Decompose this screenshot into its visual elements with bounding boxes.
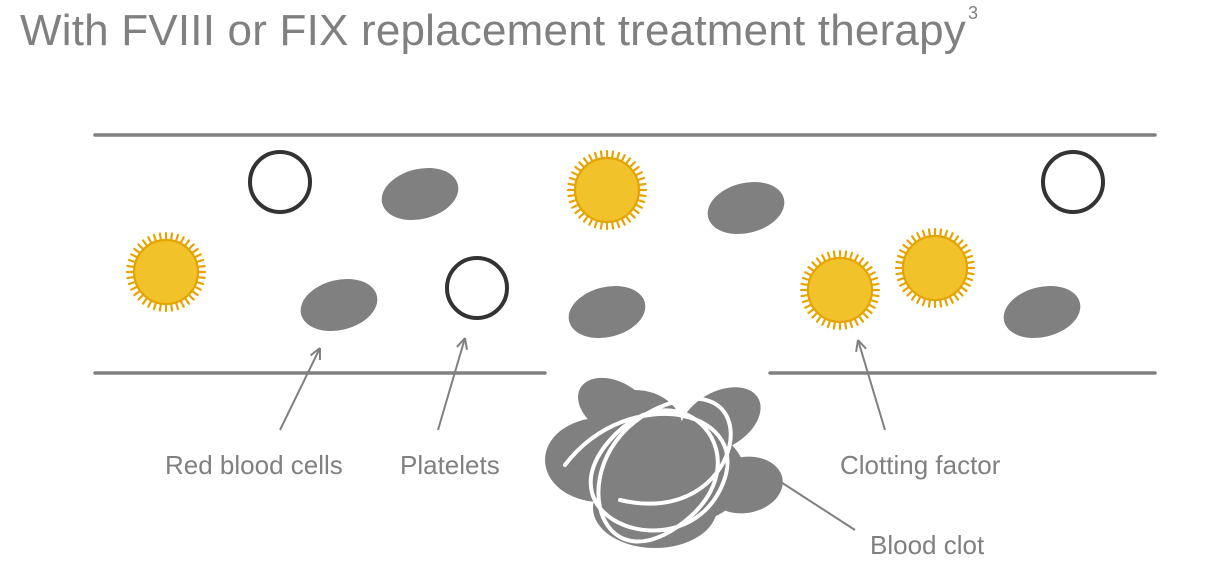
pointer-arrow (280, 348, 320, 430)
platelet (447, 258, 507, 318)
red-blood-cells-group (295, 160, 1086, 345)
platelet (250, 152, 310, 212)
clotting-factor (568, 151, 646, 229)
clotting-factor-group (127, 151, 974, 329)
clotting-factor (896, 229, 974, 307)
pointer-arrow (856, 340, 885, 430)
label-platelets: Platelets (400, 450, 500, 481)
platelet (1043, 152, 1103, 212)
label-red-blood-cells: Red blood cells (165, 450, 343, 481)
label-clotting-factor: Clotting factor (840, 450, 1000, 481)
red-blood-cell (376, 160, 464, 227)
red-blood-cell (295, 271, 383, 338)
blood-clot (545, 365, 787, 548)
red-blood-cell (563, 278, 651, 345)
pointer-arrow (438, 338, 467, 430)
red-blood-cell (998, 278, 1086, 345)
clotting-factor (127, 233, 205, 311)
red-blood-cell (702, 174, 790, 241)
vessel-diagram (0, 0, 1225, 580)
label-blood-clot: Blood clot (870, 530, 984, 561)
platelets-group (250, 152, 1103, 318)
clotting-factor (801, 251, 879, 329)
pointer-arrow (770, 475, 855, 530)
